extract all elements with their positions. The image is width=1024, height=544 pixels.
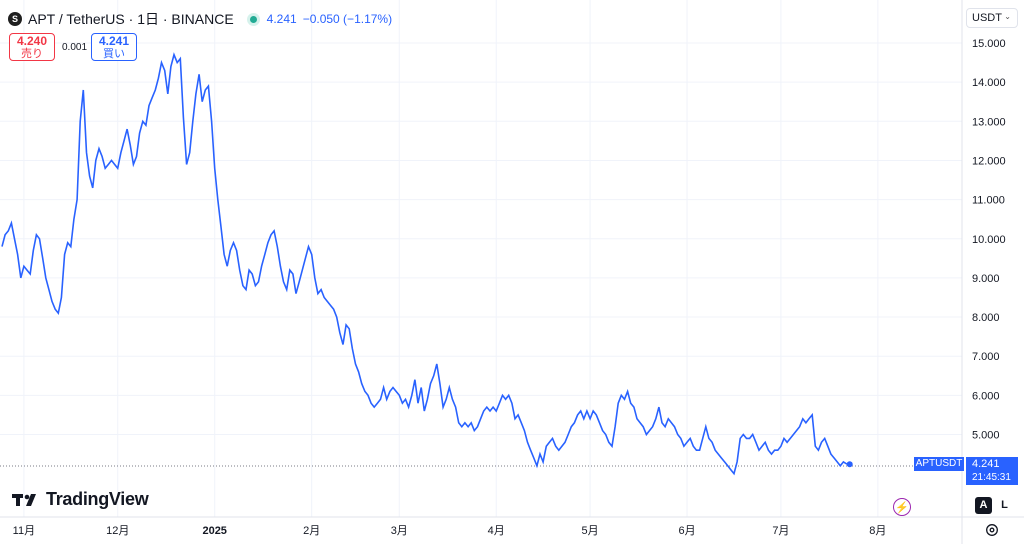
buy-button[interactable]: 4.241 買い: [91, 33, 137, 61]
bar-countdown: 21:45:31: [972, 472, 1011, 483]
y-tick-label: 5.000: [972, 430, 1000, 442]
currency-label: USDT: [972, 12, 1002, 24]
coin-icon: S: [8, 12, 22, 26]
x-tick-label: 2025: [202, 525, 226, 537]
x-tick-label: 6月: [678, 525, 695, 537]
settings-icon[interactable]: [985, 523, 999, 537]
x-axis: 11月 12月 2025 2月 3月 4月 5月 6月 7月 8月: [13, 525, 887, 537]
currency-select[interactable]: USDT ⌄: [966, 8, 1018, 28]
log-scale-button[interactable]: L: [1001, 499, 1008, 511]
x-tick-label: 3月: [391, 525, 408, 537]
x-tick-label: 2月: [303, 525, 320, 537]
x-tick-label: 7月: [772, 525, 789, 537]
chevron-down-icon: ⌄: [1004, 12, 1011, 21]
sell-price: 4.240: [16, 34, 48, 48]
current-price-tag: 4.241 21:45:31: [966, 457, 1018, 485]
grid: [0, 0, 962, 517]
last-price-dot: [846, 461, 853, 468]
y-tick-label: 8.000: [972, 312, 1000, 324]
y-tick-label: 11.000: [972, 195, 1005, 207]
price-change: −0.050 (−1.17%): [302, 12, 393, 26]
symbol-title[interactable]: APT / TetherUS · 1日 · BINANCE: [28, 11, 234, 27]
x-tick-label: 12月: [106, 525, 129, 537]
buy-price: 4.241: [98, 34, 130, 48]
y-tick-label: 14.000: [972, 77, 1006, 89]
x-tick-label: 4月: [488, 525, 505, 537]
price-series-line: [1, 52, 850, 476]
symbol-badge: APTUSDT: [914, 457, 964, 471]
current-price-value: 4.241: [972, 458, 1000, 470]
logo-text: TradingView: [46, 489, 149, 509]
x-tick-label: 5月: [582, 525, 599, 537]
y-tick-label: 10.000: [972, 234, 1006, 246]
y-tick-label: 9.000: [972, 273, 1000, 285]
y-tick-label: 12.000: [972, 155, 1006, 167]
tradingview-logo-icon: [12, 493, 36, 506]
y-tick-label: 15.000: [972, 38, 1006, 50]
lightning-icon[interactable]: ⚡: [893, 498, 911, 516]
x-tick-label: 8月: [869, 525, 886, 537]
auto-scale-button[interactable]: A: [975, 497, 992, 514]
buy-label: 買い: [103, 48, 125, 60]
sell-button[interactable]: 4.240 売り: [9, 33, 55, 61]
symbol-header: S APT / TetherUS · 1日 · BINANCE 4.241 −0…: [8, 9, 392, 29]
last-price: 4.241: [266, 12, 297, 26]
market-status-icon: [249, 15, 257, 23]
x-tick-label: 11月: [13, 525, 35, 537]
y-axis: 15.000 14.000 13.000 12.000 11.000 10.000 9.00…: [972, 38, 1006, 442]
tradingview-logo[interactable]: TradingView: [12, 489, 149, 510]
y-tick-label: 13.000: [972, 116, 1006, 128]
sell-label: 売り: [21, 48, 43, 60]
y-tick-label: 7.000: [972, 351, 1000, 363]
y-tick-label: 6.000: [972, 390, 1000, 402]
spread-value: 0.001: [62, 42, 88, 53]
